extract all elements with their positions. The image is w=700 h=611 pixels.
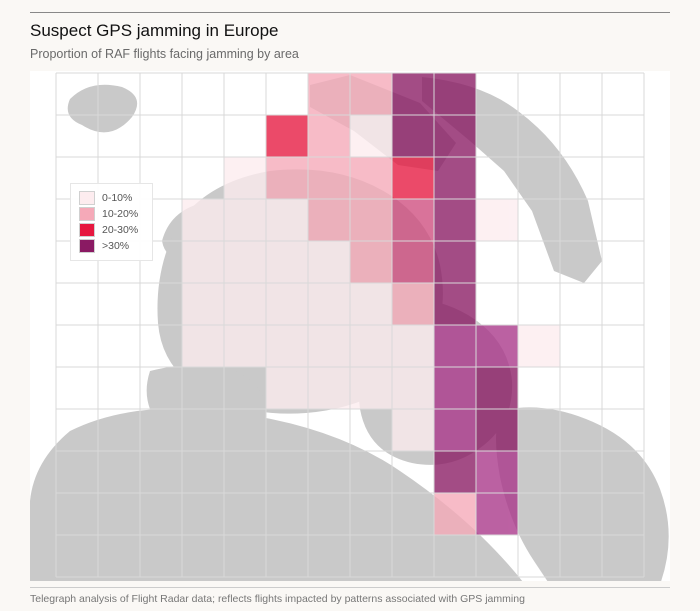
chart-title: Suspect GPS jamming in Europe xyxy=(30,21,670,41)
legend-item: 10-20% xyxy=(79,206,138,222)
legend-swatch xyxy=(79,191,95,205)
figure-container: Suspect GPS jamming in Europe Proportion… xyxy=(0,0,700,611)
legend-swatch xyxy=(79,239,95,253)
chart-subtitle: Proportion of RAF flights facing jamming… xyxy=(30,47,670,61)
legend-swatch xyxy=(79,207,95,221)
legend-swatch xyxy=(79,223,95,237)
legend-label: 20-30% xyxy=(102,224,138,236)
legend-item: 0-10% xyxy=(79,190,138,206)
heatmap-chart: 0-10% 10-20% 20-30% >30% xyxy=(30,71,670,581)
legend-label: 10-20% xyxy=(102,208,138,220)
legend-label: 0-10% xyxy=(102,192,132,204)
chart-svg xyxy=(30,71,670,581)
legend-item: 20-30% xyxy=(79,222,138,238)
chart-footnote: Telegraph analysis of Flight Radar data;… xyxy=(30,587,670,605)
legend-label: >30% xyxy=(102,240,129,252)
top-rule xyxy=(30,12,670,13)
legend-box: 0-10% 10-20% 20-30% >30% xyxy=(70,183,153,261)
legend-item: >30% xyxy=(79,238,138,254)
